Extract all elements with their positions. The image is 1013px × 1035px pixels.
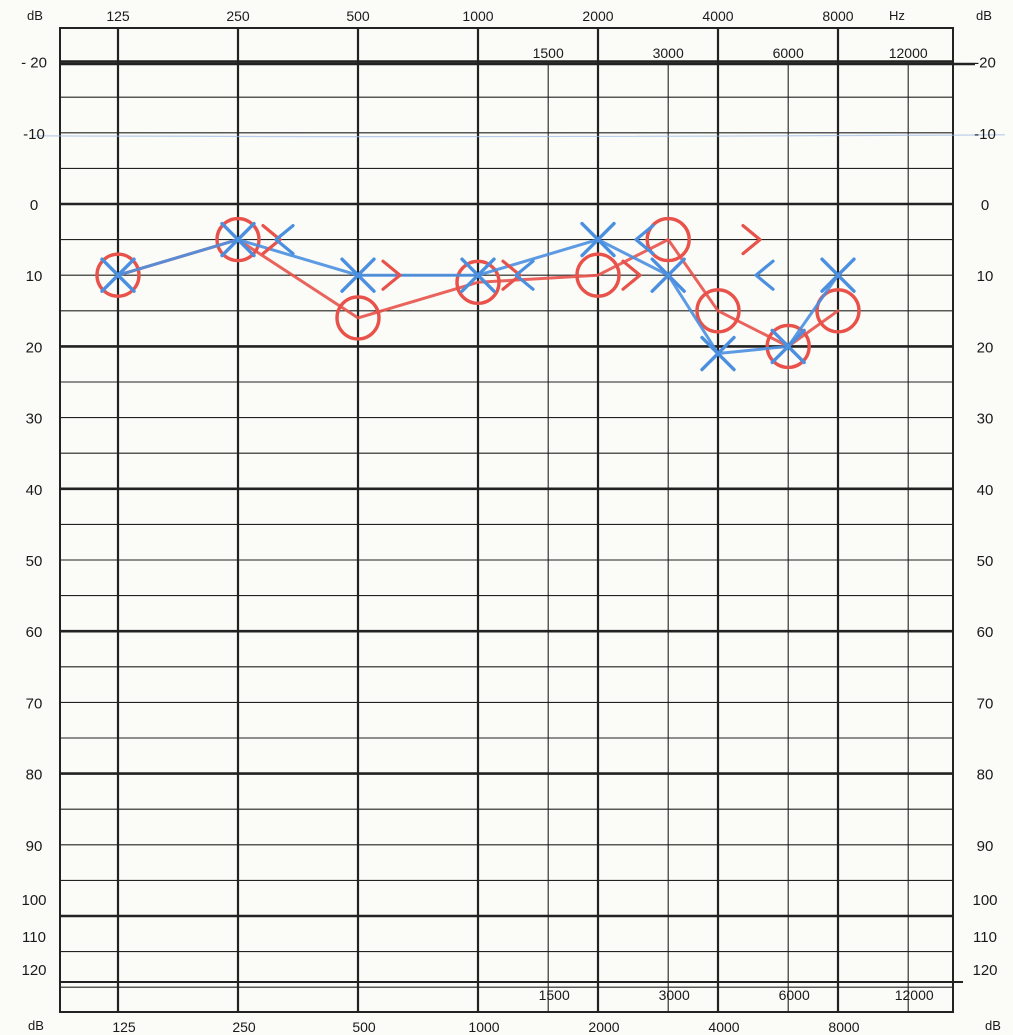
data-point-circle: [815, 288, 861, 334]
axis-labels: dB dB dB dB Hz 125 250 500 1000 2000 4000 8000…: [21, 8, 1001, 1035]
y-tick-label-right: 90: [977, 838, 994, 855]
x-tick-label-bottom: 8000: [828, 1019, 859, 1035]
data-point-x: [340, 257, 376, 293]
x-tick-label-bottom: 125: [112, 1019, 136, 1035]
y-tick-label-right: 120: [972, 962, 997, 979]
data-point-x: [580, 221, 616, 258]
x-tick-label-bottom: 1000: [468, 1019, 499, 1035]
data-point-bracket-right: [741, 224, 762, 256]
x-tick-label-top: 4000: [702, 8, 733, 24]
y-tick-label-right: 20: [977, 339, 994, 356]
data-point-circle: [335, 295, 381, 341]
y-tick-label-left: 110: [22, 929, 46, 946]
y-tick-label-left: 20: [26, 339, 43, 356]
data-point-x: [100, 257, 136, 293]
x-tick-label-top: 500: [346, 8, 370, 24]
series-line: [116, 238, 840, 348]
data-point-circle: [215, 216, 261, 263]
x-tick-label-bottom: 250: [232, 1019, 256, 1035]
y-tick-label-right: 100: [972, 892, 997, 909]
x-mid-tick-label-bottom: 12000: [895, 987, 934, 1003]
x-tick-label-top: 8000: [822, 8, 853, 24]
data-point-bracket-right: [261, 224, 282, 256]
x-tick-label-bottom: 500: [352, 1019, 376, 1035]
data-point-circle: [645, 216, 691, 263]
y-tick-label-right: 50: [977, 553, 994, 570]
y-tick-label-left: 50: [26, 553, 43, 570]
y-tick-label-right: 30: [977, 411, 994, 428]
x-tick-label-top: 250: [226, 8, 250, 24]
y-tick-label-left: 30: [26, 411, 43, 428]
x-tick-label-bottom: 4000: [708, 1019, 739, 1035]
data-point-bracket-left: [514, 259, 535, 291]
x-mid-tick-label-top: 3000: [653, 45, 684, 61]
data-point-bracket-right: [621, 259, 642, 291]
data-point-bracket-left: [634, 224, 655, 256]
db-unit-top-right: dB: [976, 8, 992, 23]
data-point-x: [460, 257, 496, 293]
y-tick-label-left: 120: [21, 962, 46, 979]
x-mid-tick-label-top: 12000: [889, 45, 928, 61]
hz-unit-label: Hz: [889, 8, 905, 23]
db-unit-bottom-left: dB: [28, 1018, 44, 1033]
data-point-circle: [695, 288, 741, 334]
y-tick-label-left: 100: [21, 892, 46, 909]
annotation-line: [34, 134, 1006, 138]
series-layer: [95, 216, 861, 372]
y-tick-label-left: 90: [26, 838, 43, 855]
data-point-bracket-left: [754, 259, 775, 291]
y-tick-label-right: 70: [977, 695, 994, 712]
y-tick-label-left: 40: [26, 482, 43, 499]
y-tick-label-right: 10: [977, 268, 994, 285]
y-tick-label-right: -10: [974, 126, 996, 143]
data-point-x: [700, 335, 736, 372]
db-unit-top-left: dB: [27, 8, 43, 23]
y-tick-label-left: -10: [23, 126, 45, 143]
data-point-bracket-right: [501, 259, 522, 291]
grid-frame: [59, 27, 954, 1013]
grid: [34, 27, 1006, 1013]
data-point-circle: [455, 259, 501, 306]
x-mid-tick-label-top: 6000: [773, 45, 804, 61]
data-point-circle: [95, 252, 141, 298]
x-mid-tick-label-bottom: 6000: [779, 987, 810, 1003]
data-point-circle: [575, 252, 621, 298]
data-point-x: [220, 221, 256, 258]
y-tick-label-left: - 20: [21, 55, 47, 72]
x-mid-tick-label-top: 1500: [533, 45, 564, 61]
data-point-x: [770, 328, 806, 365]
data-point-circle: [765, 323, 811, 370]
y-tick-label-left: 70: [26, 695, 43, 712]
db-unit-bottom-right: dB: [985, 1018, 1001, 1033]
data-point-bracket-left: [274, 224, 295, 256]
y-tick-label-right: 110: [973, 929, 997, 946]
y-tick-label-right: 60: [977, 624, 994, 641]
data-point-bracket-right: [381, 259, 402, 291]
y-tick-label-right: 40: [977, 482, 994, 499]
x-tick-label-top: 125: [106, 8, 130, 24]
y-tick-label-right: -20: [974, 55, 996, 72]
x-tick-label-top: 1000: [462, 8, 493, 24]
x-tick-label-top: 2000: [582, 8, 613, 24]
y-tick-label-right: 0: [981, 197, 989, 214]
x-tick-label-bottom: 2000: [588, 1019, 619, 1035]
y-tick-label-left: 0: [30, 197, 38, 214]
y-tick-label-left: 60: [26, 624, 43, 641]
x-mid-tick-label-bottom: 1500: [539, 987, 570, 1003]
data-point-x: [820, 257, 856, 293]
data-point-x: [650, 257, 686, 293]
y-tick-label-right: 80: [977, 767, 994, 784]
y-tick-label-left: 10: [26, 268, 43, 285]
y-tick-label-left: 80: [26, 767, 43, 784]
x-mid-tick-label-bottom: 3000: [659, 987, 690, 1003]
